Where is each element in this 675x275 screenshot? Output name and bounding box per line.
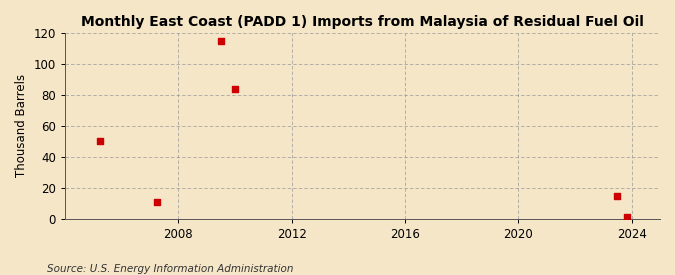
Y-axis label: Thousand Barrels: Thousand Barrels — [15, 74, 28, 177]
Title: Monthly East Coast (PADD 1) Imports from Malaysia of Residual Fuel Oil: Monthly East Coast (PADD 1) Imports from… — [81, 15, 644, 29]
Text: Source: U.S. Energy Information Administration: Source: U.S. Energy Information Administ… — [47, 264, 294, 274]
Point — [230, 86, 240, 91]
Point — [152, 199, 163, 204]
Point — [95, 139, 106, 144]
Point — [215, 39, 226, 43]
Point — [612, 193, 623, 198]
Point — [622, 215, 632, 219]
